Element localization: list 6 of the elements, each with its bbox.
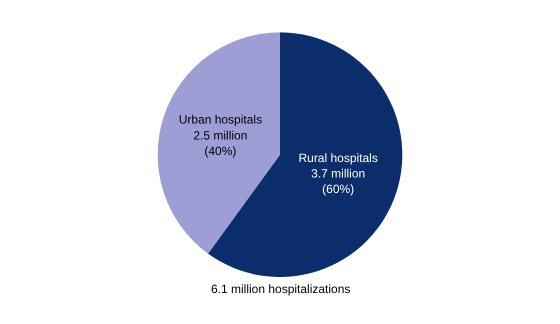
data-label: 2.5 million (40%) — [193, 128, 248, 158]
text: 6.1 million hospitalizations — [211, 282, 350, 296]
pie-slice — [158, 32, 280, 254]
slice-label: Urban hospitals — [178, 112, 262, 127]
data-label: 3.7 million (60%) — [311, 166, 366, 196]
slice-label: Rural hospitals — [298, 151, 378, 166]
